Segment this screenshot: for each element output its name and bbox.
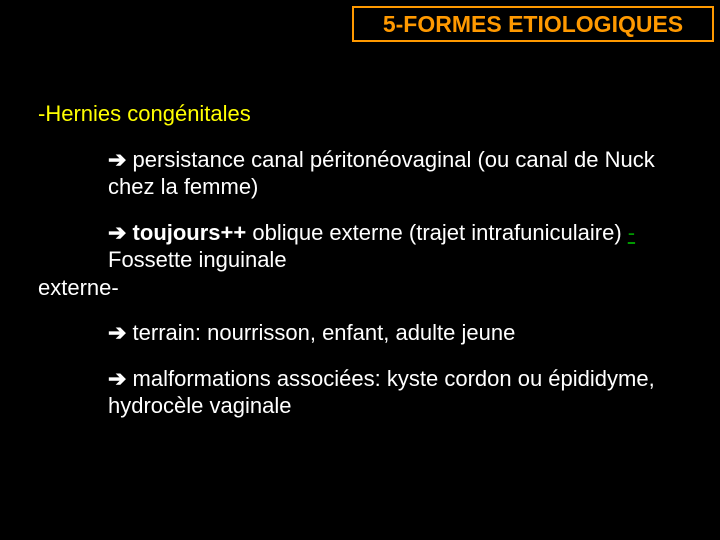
bullet-2-wrap: ➔ toujours++ oblique externe (trajet int… xyxy=(38,219,690,302)
bullet-3: ➔ terrain: nourrisson, enfant, adulte je… xyxy=(108,319,690,347)
section-title: 5-FORMES ETIOLOGIQUES xyxy=(383,11,683,38)
arrow-icon: ➔ xyxy=(108,320,126,345)
bullet-2-outdent: externe- xyxy=(38,274,690,302)
bullet-2: ➔ toujours++ oblique externe (trajet int… xyxy=(108,219,690,274)
subtitle-text: -Hernies congénitales xyxy=(38,101,251,126)
bullet-1-text: persistance canal péritonéovaginal (ou c… xyxy=(108,147,655,200)
bullet-4-text: malformations associées: kyste cordon ou… xyxy=(108,366,655,419)
bullet-2b: Fossette inguinale xyxy=(108,247,287,272)
arrow-icon: ➔ xyxy=(108,220,126,245)
arrow-icon: ➔ xyxy=(108,366,126,391)
slide-content: -Hernies congénitales ➔ persistance cana… xyxy=(38,100,690,438)
bullet-2-bold: toujours++ xyxy=(126,220,246,245)
bullet-2a: oblique externe (trajet intrafuniculaire… xyxy=(246,220,628,245)
arrow-icon: ➔ xyxy=(108,147,126,172)
dash-text: - xyxy=(628,220,635,245)
bullet-1: ➔ persistance canal péritonéovaginal (ou… xyxy=(108,146,690,201)
bullet-2-outside: externe- xyxy=(38,275,119,300)
bullet-4: ➔ malformations associées: kyste cordon … xyxy=(108,365,690,420)
subtitle: -Hernies congénitales xyxy=(38,100,690,128)
section-title-box: 5-FORMES ETIOLOGIQUES xyxy=(352,6,714,42)
bullet-3-text: terrain: nourrisson, enfant, adulte jeun… xyxy=(126,320,515,345)
bullet-2-dash: - xyxy=(628,220,635,245)
